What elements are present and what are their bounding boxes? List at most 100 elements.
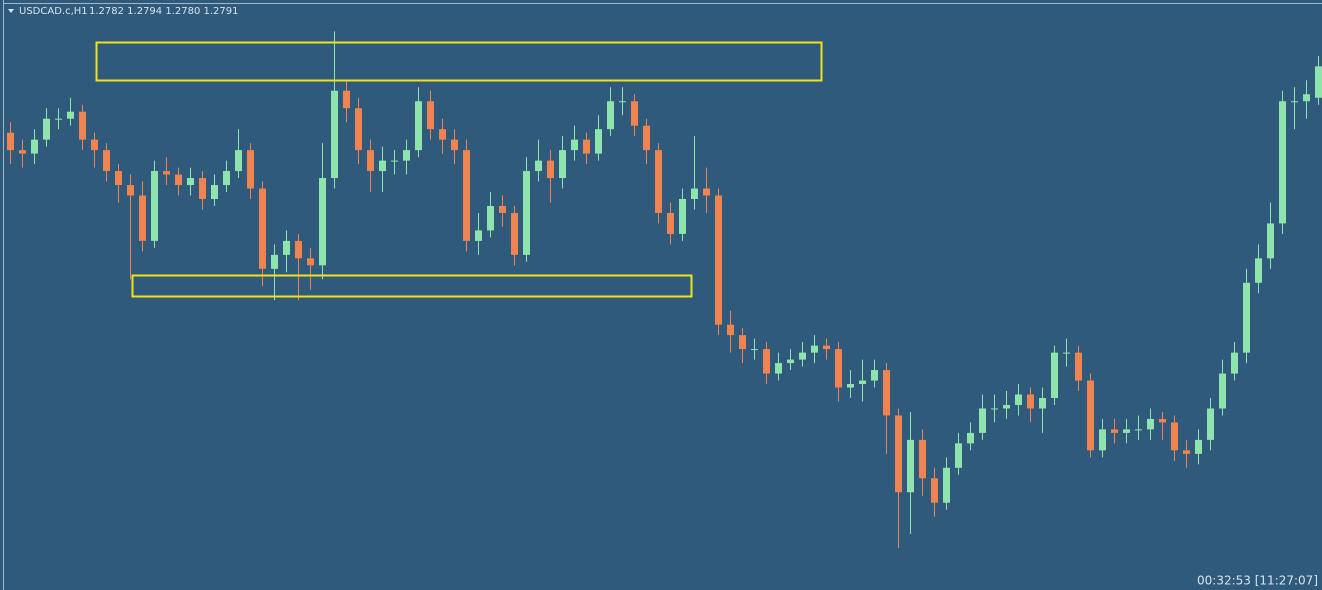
- candle-body: [715, 195, 722, 325]
- candle-body: [1099, 429, 1106, 451]
- candle-body: [523, 171, 530, 255]
- candle-body: [1183, 450, 1190, 454]
- candle-body: [499, 205, 506, 213]
- candle-body: [1075, 352, 1082, 381]
- candle-body: [655, 150, 662, 213]
- candle-body: [511, 212, 518, 255]
- candle-body: [487, 205, 494, 231]
- candle-body: [319, 178, 326, 266]
- candle-body: [139, 195, 146, 241]
- candle-body: [1279, 101, 1286, 224]
- candle-body: [379, 160, 386, 172]
- candle-body: [583, 139, 590, 154]
- candle-body: [19, 150, 26, 154]
- candle-body: [451, 139, 458, 151]
- candle-body: [619, 101, 626, 103]
- candle-body: [355, 108, 362, 151]
- candle-body: [259, 188, 266, 269]
- candle-body: [727, 324, 734, 336]
- candle-body: [223, 171, 230, 186]
- candle-body: [571, 139, 578, 151]
- candle-body: [1123, 429, 1130, 433]
- candle-body: [1135, 429, 1142, 431]
- candle-body: [235, 150, 242, 172]
- candle-body: [283, 240, 290, 255]
- candle-body: [631, 101, 638, 126]
- candle-body: [199, 178, 206, 199]
- candle-body: [331, 90, 338, 179]
- candle-body: [559, 150, 566, 179]
- candle-body: [415, 101, 422, 151]
- candle-body: [391, 160, 398, 162]
- candle-body: [1243, 282, 1250, 353]
- candle-body: [463, 150, 470, 241]
- support-zone: [131, 274, 693, 298]
- resistance-zone: [95, 41, 823, 82]
- candle-body: [991, 408, 998, 410]
- candle-body: [547, 160, 554, 179]
- candle-body: [691, 188, 698, 199]
- candle-body: [403, 150, 410, 161]
- candle-body: [427, 101, 434, 130]
- candle-body: [607, 101, 614, 130]
- candle-body: [1111, 429, 1118, 433]
- candle-body: [1027, 394, 1034, 409]
- candle-body: [1015, 394, 1022, 405]
- candle-body: [751, 349, 758, 351]
- candle-body: [175, 174, 182, 186]
- candle-body: [31, 139, 38, 154]
- candle-body: [367, 150, 374, 172]
- candle-body: [799, 352, 806, 360]
- candle-body: [775, 363, 782, 374]
- candle-body: [91, 139, 98, 151]
- candle-body: [1087, 380, 1094, 451]
- candle-body: [871, 370, 878, 381]
- collapse-arrow[interactable]: [8, 9, 14, 13]
- candle-body: [967, 432, 974, 444]
- quote-label: 1.2782 1.2794 1.2780 1.2791: [89, 6, 239, 17]
- candle-body: [1267, 223, 1274, 259]
- candle-body: [1219, 373, 1226, 409]
- candle-body: [1039, 397, 1046, 409]
- candle-body: [1303, 94, 1310, 102]
- candle-body: [787, 359, 794, 364]
- candle-body: [955, 443, 962, 468]
- candle-body: [1171, 422, 1178, 451]
- candle-body: [823, 345, 830, 350]
- candle-body: [127, 185, 134, 196]
- candle-body: [763, 349, 770, 374]
- candle-body: [151, 171, 158, 241]
- candle-body: [595, 129, 602, 154]
- candle-body: [439, 129, 446, 140]
- candle-body: [895, 415, 902, 493]
- candle-body: [307, 258, 314, 266]
- candle-body: [1159, 418, 1166, 423]
- candle-body: [271, 254, 278, 269]
- candle-body: [1255, 258, 1262, 283]
- candle-body: [979, 408, 986, 433]
- candle-body: [115, 171, 122, 186]
- candle-body: [211, 185, 218, 199]
- candle-body: [43, 118, 50, 140]
- candle-body: [55, 118, 62, 120]
- candle-body: [1231, 352, 1238, 374]
- candle-body: [1003, 404, 1010, 409]
- candle-body: [835, 349, 842, 388]
- candle-body: [667, 212, 674, 234]
- candle-body: [1051, 352, 1058, 398]
- candle-body: [103, 150, 110, 172]
- candle-body: [679, 198, 686, 234]
- candle-body: [79, 111, 86, 140]
- candle-body: [919, 439, 926, 479]
- symbol-label: USDCAD.c,H1: [19, 6, 88, 17]
- candle-body: [535, 160, 542, 172]
- candle-body: [883, 370, 890, 416]
- candle-body: [907, 439, 914, 493]
- candle-body: [931, 478, 938, 503]
- candle-body: [187, 178, 194, 186]
- candle-body: [7, 132, 14, 151]
- candles: [7, 31, 1322, 549]
